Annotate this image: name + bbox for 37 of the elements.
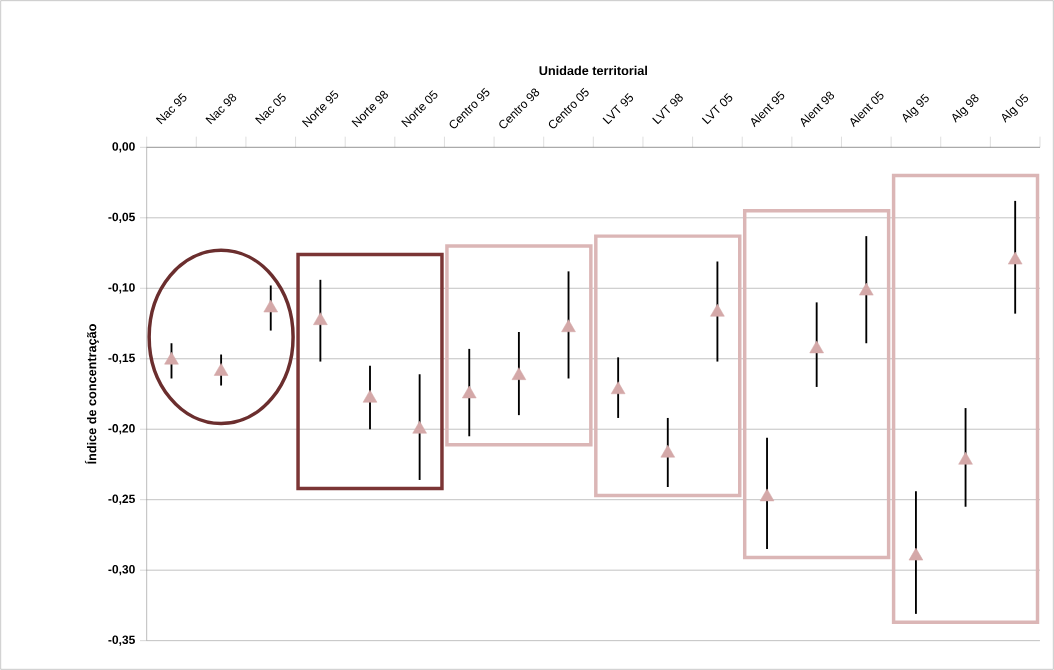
x-tick-label: Nac 95 (155, 93, 187, 125)
y-axis-title: Índice de concentração (84, 324, 99, 464)
x-tick-label: Alg 95 (902, 93, 929, 123)
y-tick-label: 0,00 (112, 142, 135, 153)
x-axis-title: Unidade territorial (539, 65, 647, 76)
x-tick-label: LVT 05 (701, 93, 733, 125)
point (462, 385, 477, 399)
point (213, 363, 229, 376)
x-tick-label: Alg 05 (1001, 93, 1029, 123)
point (710, 303, 725, 317)
point (908, 547, 924, 561)
x-tick-label: Nac 98 (205, 93, 237, 125)
y-tick-label: -0,30 (108, 565, 135, 576)
point (660, 444, 675, 458)
point (561, 319, 576, 333)
point (412, 420, 427, 434)
x-tick-label: Nac 05 (255, 93, 286, 125)
x-tick-label: LVT 95 (602, 93, 634, 125)
point (362, 389, 378, 403)
point (759, 488, 775, 502)
point (263, 299, 278, 313)
y-tick-label: -0,05 (108, 212, 135, 223)
y-tick-label: -0,10 (108, 283, 135, 294)
point (610, 381, 626, 395)
x-tick-label: Alg 98 (952, 94, 979, 123)
point (1007, 251, 1023, 265)
x-tick-label: LVT 98 (652, 93, 683, 125)
point (958, 451, 973, 465)
y-tick-label: -0,35 (108, 635, 135, 646)
point (313, 312, 328, 325)
y-tick-label: -0,25 (108, 494, 135, 505)
point (809, 340, 824, 354)
y-tick-label: -0,20 (108, 424, 135, 435)
point (859, 282, 874, 296)
y-tick-label: -0,15 (108, 353, 135, 364)
point (511, 367, 527, 380)
point (164, 351, 179, 365)
